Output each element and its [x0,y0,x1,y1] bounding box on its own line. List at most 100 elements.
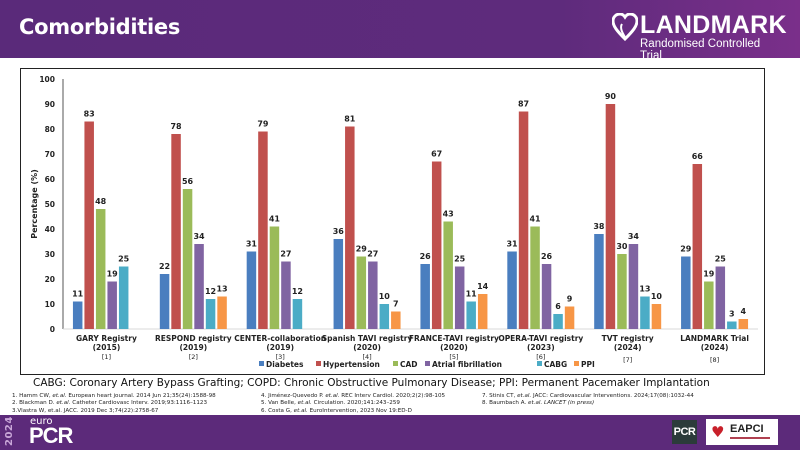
eapci-logo: ♥ EAPCI [706,419,778,445]
y-tick-label: 20 [45,275,55,284]
data-label: 14 [477,282,489,291]
data-label: 48 [95,197,107,206]
bar-cad [530,226,540,329]
data-label: 29 [680,245,692,254]
data-label: 34 [628,232,640,241]
bar-cad [182,189,193,329]
bar-hypertension [345,126,355,329]
x-tick-ref: [3] [276,353,285,361]
bar-diabetes [681,256,691,329]
reference-item: 5. Van Belle, et.al. Circulation. 2020;1… [261,400,400,407]
bar-ppi [564,306,575,329]
legend-label: Atrial fibrillation [432,360,502,369]
data-label: 19 [703,270,715,279]
europcr-logo-pcr: PCR [29,423,73,448]
data-label: 13 [216,285,227,294]
bar-ppi [651,304,662,329]
data-label: 67 [431,150,442,159]
x-tick-label: GARY Registry [76,334,137,343]
x-tick-year: (2019) [266,343,294,352]
data-label: 22 [159,262,170,271]
bar-ppi [477,294,488,329]
x-tick-label: TVT registry [602,334,654,343]
y-tick-label: 10 [45,300,55,309]
europcr-logo-euro: euro [30,416,53,427]
data-label: 25 [454,255,466,264]
data-label: 56 [182,177,194,186]
bar-atrial-fibrillation [454,266,465,329]
x-tick-label: Spanish TAVI registry [322,334,413,343]
data-label: 43 [443,210,454,219]
bar-diabetes [159,274,170,329]
data-label: 10 [379,292,391,301]
bar-ppi [391,311,401,329]
data-label: 81 [344,115,356,124]
bar-cabg [292,299,303,329]
x-tick-label: RESPOND registry [155,334,232,343]
y-tick-label: 70 [45,150,55,159]
data-label: 26 [420,252,432,261]
data-label: 66 [692,152,704,161]
data-label: 38 [593,222,605,231]
data-label: 78 [170,122,182,131]
bar-cabg [466,301,476,329]
page-title: Comorbidities [19,15,181,39]
bar-hypertension [605,104,616,329]
x-tick-year: (2024) [701,343,729,352]
eapci-label: EAPCI [730,423,764,435]
data-label: 29 [356,245,368,254]
bar-atrial-fibrillation [281,261,291,329]
y-axis-title: Percentage (%) [30,169,39,239]
bar-diabetes [594,234,604,329]
references-col-3: 7. Stinis CT, et.al. JACC: Cardiovascula… [482,393,694,408]
data-label: 10 [651,292,663,301]
header-bar: Comorbidities LANDMARK Randomised Contro… [0,0,800,62]
data-label: 31 [506,240,518,249]
bar-hypertension [431,161,442,329]
data-label: 36 [333,227,345,236]
data-label: 41 [529,215,541,224]
eapci-tagline [730,437,770,439]
data-label: 26 [541,252,553,261]
y-tick-label: 40 [45,225,55,234]
legend-swatch-ppi [574,361,579,366]
bar-atrial-fibrillation [541,264,552,329]
x-tick-ref: [2] [189,353,198,361]
bar-cad [704,281,714,329]
y-tick-label: 30 [45,250,55,259]
x-tick-ref: [8] [710,356,719,364]
landmark-logo: LANDMARK Randomised Controlled Trial [612,11,787,62]
bar-atrial-fibrillation [368,261,378,329]
x-tick-label: LANDMARK Trial [680,334,749,343]
reference-item: 8. Baumbach A. et.al. LANCET (in press) [482,400,595,407]
data-label: 90 [605,92,617,101]
data-label: 25 [715,255,727,264]
footer-year: 2024 [4,416,15,446]
logo-subtitle: Randomised Controlled Trial [640,38,761,62]
data-label: 87 [518,100,529,109]
references-col-1: 1. Hamm CW, et.al. European heart journa… [12,393,216,415]
bar-ppi [738,319,749,329]
data-label: 25 [118,255,130,264]
legend-swatch-cabg [537,361,542,366]
abbreviations-note: CABG: Coronary Artery Bypass Grafting; C… [33,377,710,389]
x-tick-label: FRANCE-TAVI registry [409,334,499,343]
x-tick-year: (2023) [527,343,555,352]
x-tick-year: (2024) [614,343,642,352]
data-label: 11 [72,290,84,299]
bar-hypertension [518,111,529,329]
legend-label: PPI [581,360,595,369]
y-tick-label: 90 [45,100,55,109]
bar-cabg [727,321,737,329]
references-col-2: 4. Jiménez-Quevedo P. et.al. REC Interv … [261,393,445,415]
bar-cabg [118,266,129,329]
bar-ppi [217,296,227,329]
legend-label: Diabetes [266,360,304,369]
data-label: 27 [367,250,378,259]
x-tick-ref: [5] [449,353,458,361]
data-label: 4 [741,307,747,316]
bar-diabetes [246,251,257,329]
bar-diabetes [333,239,344,329]
x-tick-ref: [1] [102,353,111,361]
data-label: 34 [193,232,205,241]
